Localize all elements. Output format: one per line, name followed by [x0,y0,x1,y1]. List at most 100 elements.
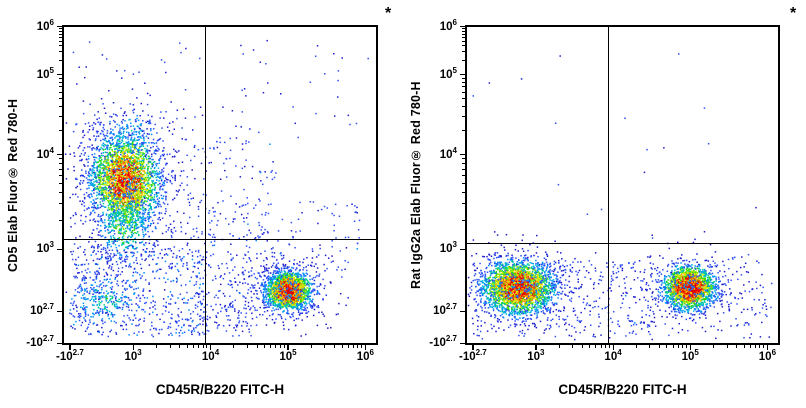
y-tick-mark [59,28,62,30]
y-tick-mark [462,158,465,160]
y-tick-mark [59,203,62,205]
x-tick-mark [246,345,248,348]
y-tick-mark [59,40,62,42]
x-tick-label: 104 [201,348,220,363]
y-tick-label: 104 [36,145,54,161]
x-tick-label: 106 [758,348,777,363]
x-tick-mark [759,345,761,348]
y-tick-mark [462,191,465,193]
x-tick-mark [357,345,359,348]
y-tick-mark [59,105,62,107]
y-tick-mark [59,81,62,83]
x-tick-mark [202,345,204,348]
y-tick-mark [460,248,465,250]
y-tick-mark [462,115,465,117]
y-tick-labels: 106 105 104 103 102.7 -102.7 [403,18,458,349]
x-tick-mark [132,345,134,350]
x-tick-mark [763,345,765,348]
y-tick-mark [460,310,465,313]
y-tick-label: 104 [439,145,457,161]
y-tick-mark [59,30,62,32]
y-tick-mark [59,130,62,132]
y-tick-mark [59,51,62,53]
x-tick-mark [361,345,363,348]
x-tick-mark [334,345,336,348]
plot-area [62,25,378,345]
y-tick-mark [57,74,62,76]
x-tick-mark [472,345,474,350]
y-tick-mark [462,220,465,222]
x-tick-label: 103 [124,348,142,363]
y-tick-label: 105 [439,65,457,81]
y-tick-mark [462,77,465,79]
x-tick-mark [609,345,611,348]
x-axis-title: CD45R/B220 FITC-H [558,382,687,397]
x-axis-ticks [62,345,378,352]
x-tick-mark [686,345,688,348]
x-tick-mark [341,345,343,348]
x-tick-mark [743,345,745,348]
x-tick-mark [287,345,289,350]
x-tick-label: -102.7 [56,348,84,363]
y-tick-mark [59,77,62,79]
x-tick-mark [192,345,194,348]
x-tick-mark [672,345,674,348]
x-tick-mark [347,345,349,348]
x-tick-mark [712,345,714,348]
x-tick-mark [283,345,285,348]
x-axis-title: CD45R/B220 FITC-H [155,382,285,397]
x-tick-mark [600,345,602,348]
y-tick-mark [462,163,465,165]
x-tick-mark [754,345,756,348]
y-tick-mark [57,342,62,345]
x-tick-mark [352,345,354,348]
y-tick-label: 106 [36,17,54,33]
y-tick-label: 106 [439,17,457,33]
x-tick-mark [324,345,326,348]
y-tick-mark [59,182,62,184]
x-tick-mark [310,345,312,348]
y-tick-label: 105 [36,65,54,81]
y-tick-mark [57,310,62,313]
corner-asterisk: * [790,5,797,22]
y-tick-label: -102.7 [26,334,54,350]
y-tick-mark [462,105,465,107]
x-tick-label: -102.7 [459,348,487,363]
x-tick-mark [69,345,71,350]
y-axis-ticks [460,25,465,345]
x-tick-mark [605,345,607,348]
y-tick-mark [59,36,62,38]
x-tick-label: 103 [527,348,545,363]
x-tick-mark [581,345,583,348]
x-tick-label: 106 [356,348,374,363]
y-tick-mark [462,30,465,32]
y-tick-mark [59,45,62,47]
y-tick-mark [462,91,465,93]
y-tick-mark [59,91,62,93]
x-tick-mark [279,345,281,348]
y-tick-mark [59,33,62,35]
x-tick-mark [558,345,560,348]
scatter-canvas [64,27,376,343]
y-tick-mark [57,26,62,28]
y-tick-mark [462,33,465,35]
x-tick-mark [736,345,738,348]
x-tick-mark [726,345,728,348]
y-tick-mark [460,154,465,156]
y-tick-mark [462,51,465,53]
x-tick-mark [206,345,208,348]
y-tick-label: 103 [439,240,457,255]
x-tick-mark [233,345,235,348]
scatter-canvas [467,27,778,343]
x-tick-mark [169,345,171,348]
x-tick-mark [766,345,769,350]
y-tick-mark [57,248,62,250]
y-tick-mark [59,163,62,165]
y-tick-mark [59,59,62,61]
y-tick-mark [59,115,62,117]
y-tick-labels: 106 105 104 103 102.7 -102.7 [0,18,55,349]
x-tick-mark [270,345,272,348]
y-tick-mark [462,130,465,132]
x-tick-label: 105 [279,348,297,363]
